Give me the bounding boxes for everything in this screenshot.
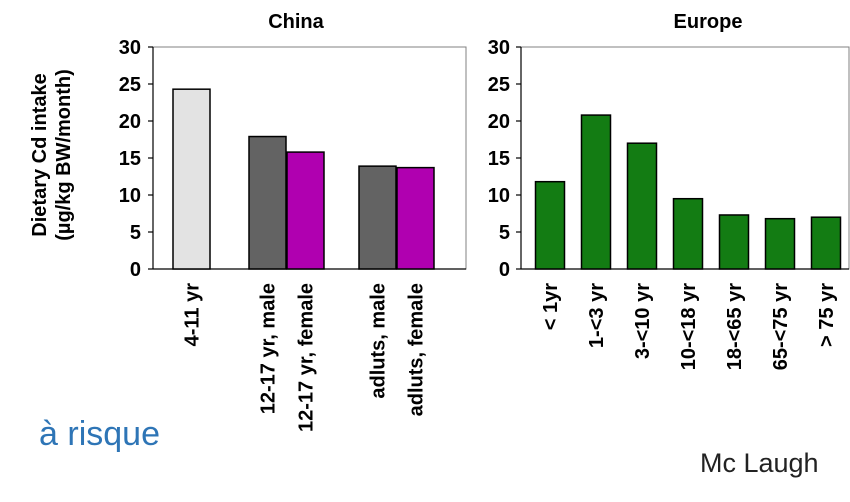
chart-title: China xyxy=(268,11,324,33)
y-tick-label: 10 xyxy=(488,185,510,207)
x-tick-label: 10-<18 yr xyxy=(678,283,700,371)
bar xyxy=(672,197,704,270)
chart-title: Europe xyxy=(674,11,743,33)
y-tick-label: 0 xyxy=(499,259,510,281)
y-tick-label: 15 xyxy=(488,148,510,170)
y-tick-label: 30 xyxy=(119,37,141,59)
y-axis-label-line2: (µg/kg BW/month) xyxy=(53,69,75,240)
y-tick-label: 25 xyxy=(488,74,510,96)
x-tick-label: > 75 yr xyxy=(816,283,838,347)
x-tick-label: 18-<65 yr xyxy=(724,283,746,371)
chart-europe: Europe 0 5 10 15 20 25 30 < 1yr 1-<3 yr 3-<10 yr 10… xyxy=(488,11,850,371)
bar xyxy=(286,151,325,270)
chart-china: China 0 5 10 15 20 25 30 4-11 yr 12-17 yr, male 12… xyxy=(119,11,467,432)
y-tick-label: 5 xyxy=(130,222,141,244)
bar xyxy=(764,217,796,270)
bar xyxy=(358,165,397,270)
y-tick-label: 20 xyxy=(488,111,510,133)
bar xyxy=(718,214,750,270)
y-tick-label: 30 xyxy=(488,37,510,59)
bar xyxy=(580,114,612,270)
y-tick-label: 20 xyxy=(119,111,141,133)
bar xyxy=(810,216,842,270)
bar xyxy=(626,142,658,270)
y-tick-label: 15 xyxy=(119,148,141,170)
x-tick-label: < 1yr xyxy=(540,283,562,330)
y-tick-label: 5 xyxy=(499,222,510,244)
x-tick-label: adluts, female xyxy=(406,283,428,416)
bar xyxy=(396,166,435,270)
y-axis-label-line1: Dietary Cd intake xyxy=(29,73,51,236)
y-tick-label: 25 xyxy=(119,74,141,96)
bar xyxy=(534,180,566,270)
x-tick-label: 4-11 yr xyxy=(182,283,204,347)
x-tick-label: 3-<10 yr xyxy=(632,283,654,359)
charts-group: China 0 5 10 15 20 25 30 4-11 yr 12-17 yr, male 12… xyxy=(119,11,850,432)
x-tick-label: 65-<75 yr xyxy=(770,283,792,371)
bar xyxy=(172,88,211,270)
background-text-right: Mc Laugh xyxy=(700,448,819,478)
y-tick-label: 10 xyxy=(119,185,141,207)
x-tick-label: 12-17 yr, female xyxy=(296,283,318,432)
y-axis-label: Dietary Cd intake (µg/kg BW/month) xyxy=(29,69,75,240)
y-tick-label: 0 xyxy=(130,259,141,281)
bar xyxy=(248,135,287,270)
x-tick-label: 1-<3 yr xyxy=(586,283,608,348)
x-tick-label: adluts, male xyxy=(368,283,390,399)
background-text-left: à risque xyxy=(39,415,160,453)
x-tick-label: 12-17 yr, male xyxy=(258,283,280,414)
